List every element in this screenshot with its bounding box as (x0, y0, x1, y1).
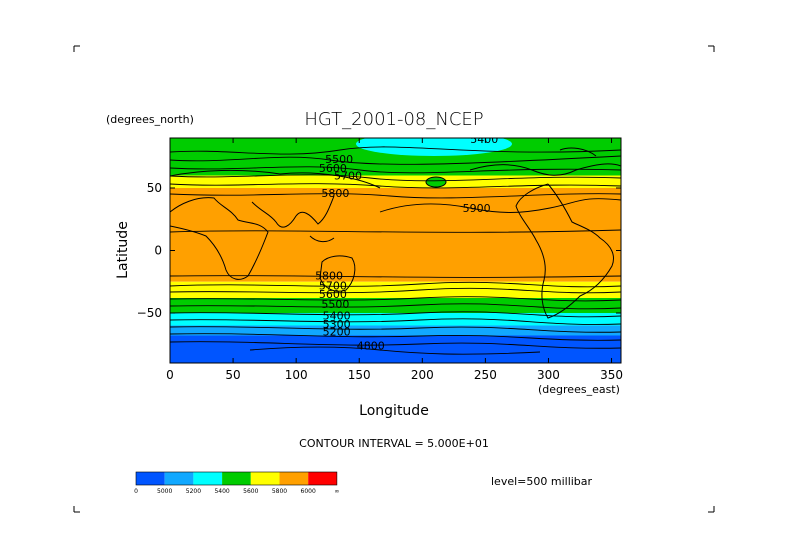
x-tick-label-2: 100 (285, 368, 308, 382)
legend-swatch-1 (164, 472, 194, 485)
contour-label-0: 5400 (470, 133, 498, 146)
x-axis-title: Longitude (359, 403, 429, 419)
band-6 (170, 313, 621, 326)
y-axis: 50 0 −50 (137, 181, 621, 320)
band-5 (170, 298, 621, 313)
color-legend: 0 5000 5200 5400 5600 5800 6000 ∞ (134, 471, 339, 495)
contour-label-5: 5900 (463, 202, 491, 215)
legend-label-6: 6000 (301, 488, 316, 495)
contour-label-7: 5700 (319, 279, 347, 292)
legend-swatch-2 (193, 472, 223, 485)
x-tick-label-1: 50 (225, 368, 240, 382)
contour-label-4: 5800 (321, 187, 349, 200)
contour-label-13: 4800 (357, 339, 385, 352)
crop-mark-bottom-left (73, 506, 80, 513)
plot-area: 5400550056005700580059005800570056005500… (170, 133, 621, 363)
y-tick-label-1: 0 (154, 244, 162, 258)
contour-label-2: 5600 (319, 162, 347, 175)
x-tick-label-6: 300 (537, 368, 560, 382)
x-tick-label-4: 200 (411, 368, 434, 382)
contour-label-12: 5200 (323, 326, 351, 339)
x-tick-label-5: 250 (474, 368, 497, 382)
contour-label-11: 5300 (323, 318, 351, 331)
contour-label-10: 5400 (323, 309, 351, 322)
x-tick-label-3: 150 (348, 368, 371, 382)
crop-mark-bottom-right (708, 506, 715, 513)
legend-label-1: 5000 (157, 488, 172, 495)
contour-label-9: 5500 (321, 298, 349, 311)
band-8 (170, 335, 621, 363)
arctic-low-region (356, 138, 512, 156)
north-pacific-low-region (425, 176, 447, 188)
legend-label-7: ∞ (334, 488, 339, 495)
x-axis: 0 50 100 150 200 250 300 350 (166, 138, 623, 382)
contour-label-3: 5700 (334, 169, 362, 182)
legend-frame (135, 471, 338, 486)
band-7 (170, 325, 621, 336)
contour-label-6: 5800 (315, 269, 343, 282)
contour-interval-text: CONTOUR INTERVAL = 5.000E+01 (299, 437, 489, 450)
contour-lines (170, 146, 621, 355)
coastlines (170, 147, 621, 319)
band-1 (170, 160, 621, 176)
legend-label-2: 5200 (186, 488, 201, 495)
band-4 (170, 281, 621, 298)
legend-swatch-5 (279, 472, 309, 485)
band-3 (170, 188, 621, 282)
y-tick-label-0: 50 (147, 181, 162, 195)
legend-label-0: 0 (134, 488, 138, 495)
x-tick-label-7: 350 (600, 368, 623, 382)
chart-title: HGT_2001-08_NCEP (304, 109, 483, 130)
legend-swatch-3 (222, 472, 251, 485)
legend-swatch-0 (136, 472, 165, 485)
legend-label-5: 5800 (272, 488, 287, 495)
legend-swatch-6 (308, 472, 337, 485)
level-text: level=500 millibar (491, 475, 593, 488)
legend-label-3: 5400 (214, 488, 229, 495)
crop-mark-top-right (708, 45, 715, 52)
contour-label-8: 5600 (319, 288, 347, 301)
x-tick-label-0: 0 (166, 368, 174, 382)
y-tick-label-2: −50 (137, 306, 162, 320)
crop-mark-top-left (73, 45, 80, 52)
legend-label-4: 5600 (243, 488, 258, 495)
legend-swatch-4 (250, 472, 280, 485)
contour-label-1: 5500 (325, 153, 353, 166)
x-units-label: (degrees_east) (538, 383, 620, 396)
y-axis-title: Latitude (115, 221, 131, 279)
y-units-label: (degrees_north) (106, 113, 194, 126)
